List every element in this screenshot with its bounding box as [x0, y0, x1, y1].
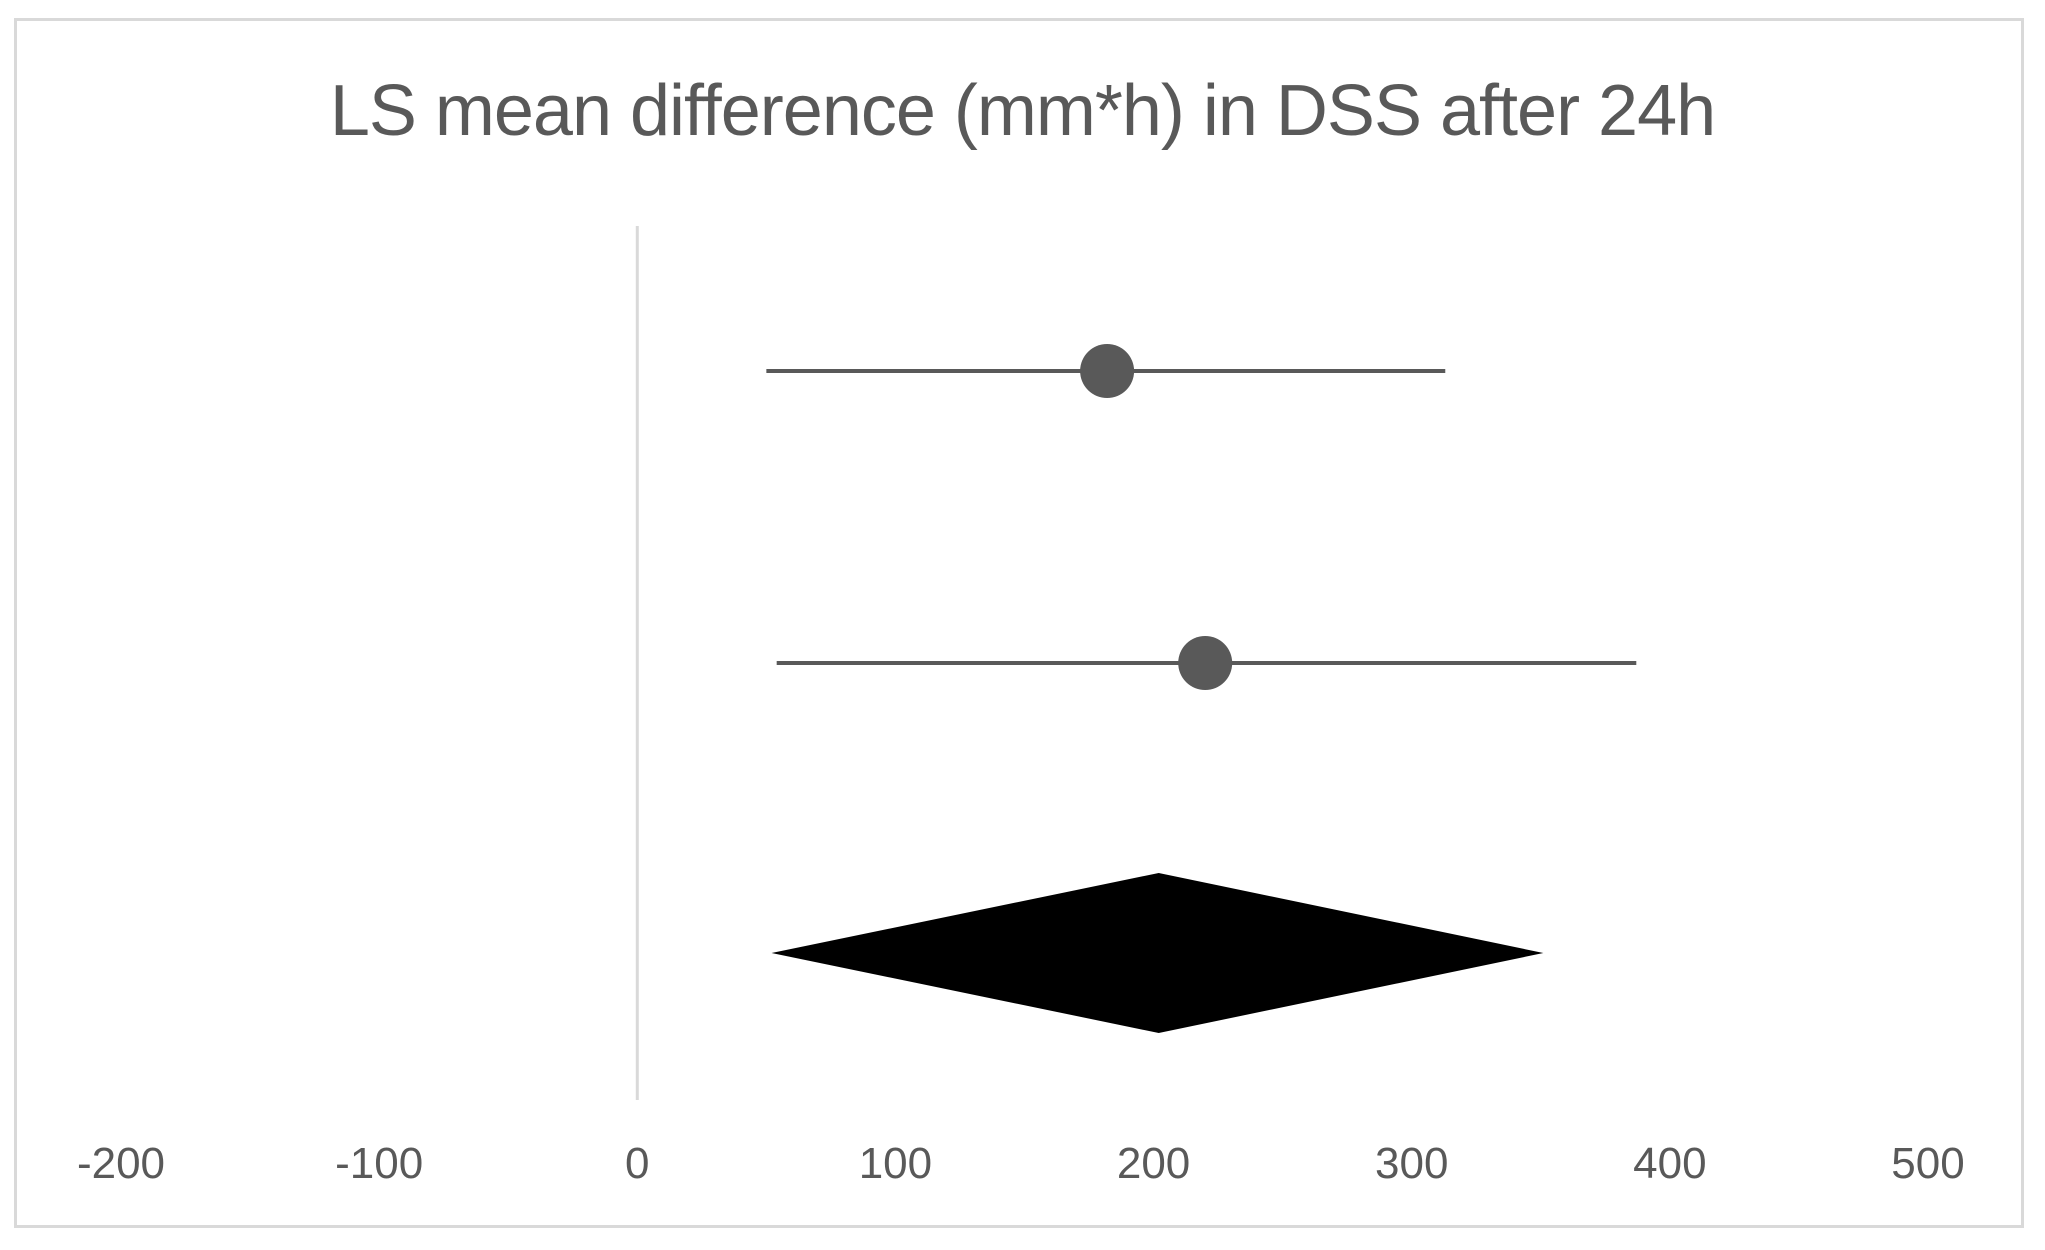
point-estimate-2 [1178, 636, 1233, 690]
x-tick-label: 200 [1117, 1139, 1190, 1188]
x-tick-label: 0 [625, 1139, 649, 1188]
pooled-diamond [771, 873, 1544, 1033]
x-tick-label: -200 [77, 1139, 165, 1188]
x-tick-label: 400 [1633, 1139, 1706, 1188]
point-estimate-1 [1080, 344, 1135, 398]
x-tick-label: 100 [859, 1139, 932, 1188]
chart-frame [14, 18, 2024, 1228]
x-tick-label: 300 [1375, 1139, 1448, 1188]
chart-title: LS mean difference (mm*h) in DSS after 2… [329, 71, 1716, 151]
x-tick-label: -100 [335, 1139, 423, 1188]
x-tick-label: 500 [1891, 1139, 1964, 1188]
